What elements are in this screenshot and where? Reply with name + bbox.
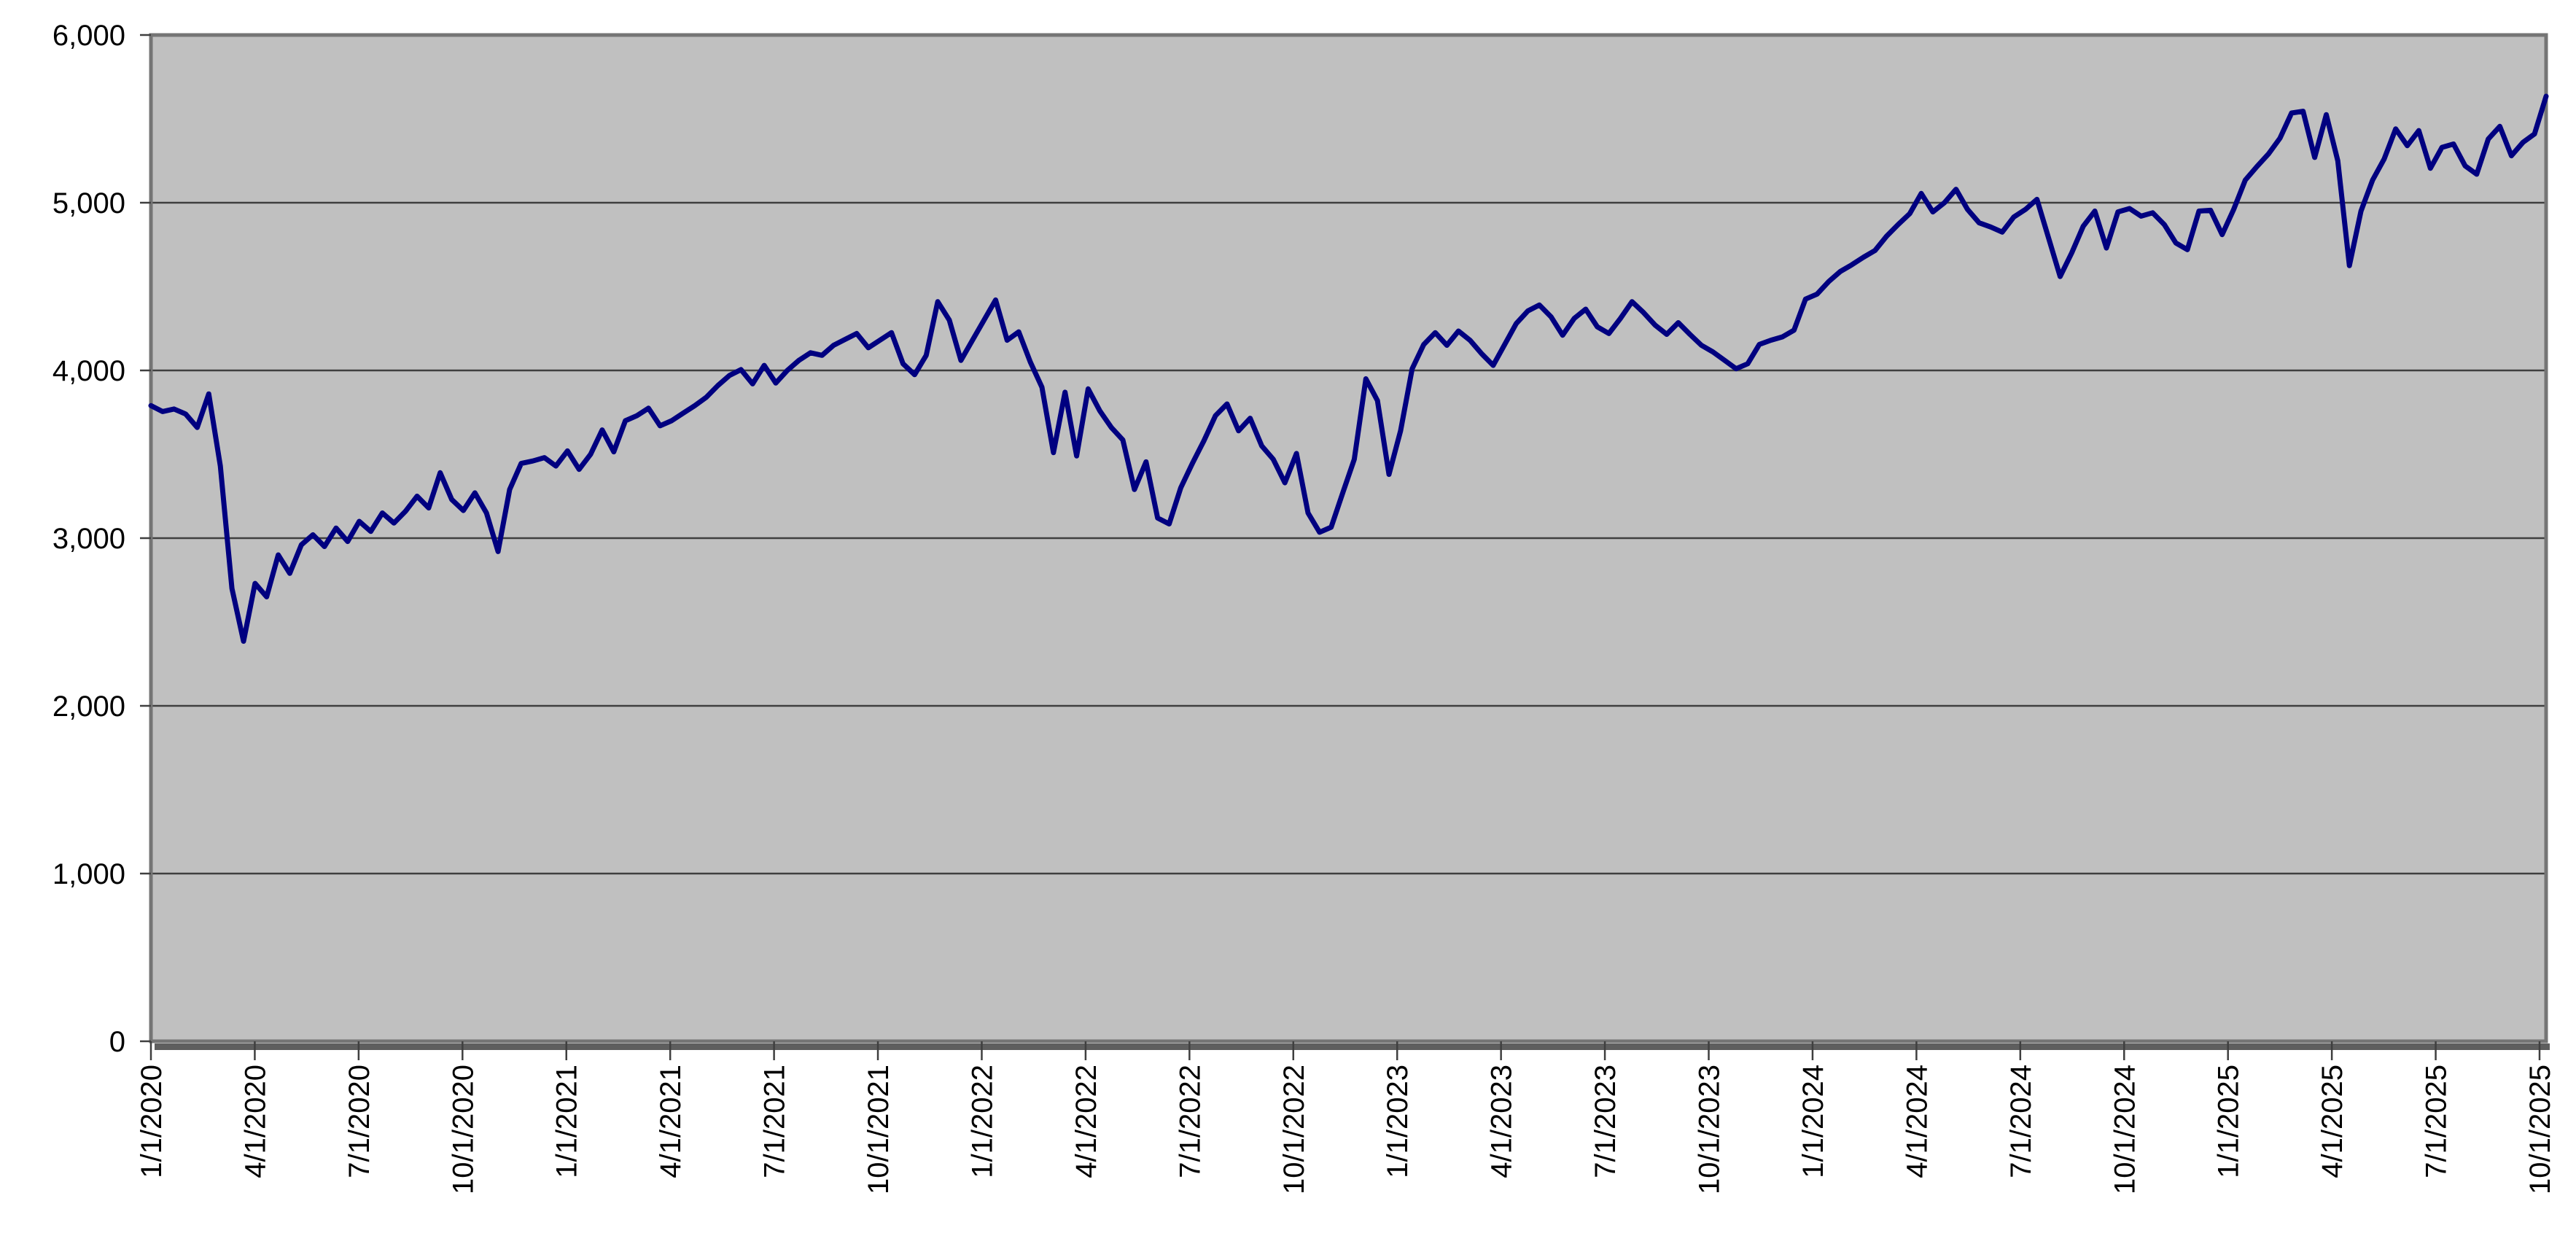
y-axis-tick-label: 2,000 [52,691,125,723]
x-axis-tick-label: 10/1/2022 [1278,1065,1310,1194]
y-axis-tick-label: 1,000 [52,858,125,890]
x-axis-tick-label: 10/1/2020 [447,1065,479,1194]
x-axis-tick-label: 1/1/2023 [1382,1065,1414,1178]
x-axis-tick-label: 1/1/2025 [2213,1065,2245,1178]
y-axis-tick-label: 6,000 [52,20,125,52]
y-axis-tick-label: 3,000 [52,523,125,555]
y-axis-tick-label: 4,000 [52,355,125,387]
x-axis-tick-label: 10/1/2023 [1694,1065,1726,1194]
x-axis-tick-label: 7/1/2025 [2421,1065,2453,1178]
plot-shadow [155,1043,2550,1050]
y-axis-tick-label: 5,000 [52,187,125,219]
x-axis-tick-label: 4/1/2021 [655,1065,687,1178]
x-axis-tick-label: 1/1/2020 [136,1065,168,1178]
x-axis-tick-label: 1/1/2022 [966,1065,998,1178]
x-axis-tick-label: 4/1/2023 [1486,1065,1518,1178]
x-axis-tick-label: 7/1/2023 [1589,1065,1622,1178]
x-axis-tick-label: 7/1/2020 [343,1065,375,1178]
x-axis-tick-label: 7/1/2024 [2005,1065,2037,1178]
x-axis-tick-label: 4/1/2022 [1070,1065,1102,1178]
x-axis-tick-label: 10/1/2025 [2524,1065,2556,1194]
series-line [148,93,2549,644]
x-axis-tick-label: 4/1/2025 [2316,1065,2349,1178]
x-axis-tick-label: 7/1/2021 [759,1065,791,1178]
x-axis-tick-label: 4/1/2024 [1901,1065,1933,1178]
x-axis-tick-label: 10/1/2024 [2109,1065,2141,1194]
x-axis-tick-label: 10/1/2021 [863,1065,895,1194]
x-axis-tick-label: 4/1/2020 [239,1065,271,1178]
y-axis-tick-label: 0 [109,1026,125,1058]
x-axis-tick-label: 7/1/2022 [1174,1065,1206,1178]
x-axis-tick-label: 1/1/2024 [1797,1065,1829,1178]
x-axis-tick-label: 1/1/2021 [551,1065,583,1178]
